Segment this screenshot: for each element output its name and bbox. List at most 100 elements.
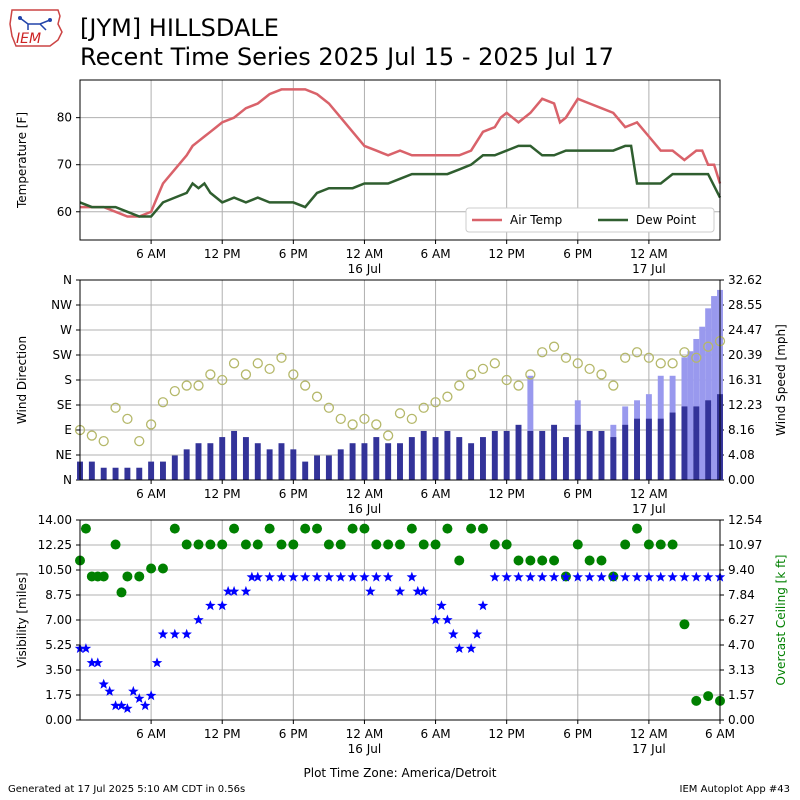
- plot-frame: [79, 279, 721, 481]
- visibility-point: [128, 685, 139, 696]
- station-title: [JYM] HILLSDALE: [80, 14, 279, 42]
- visibility-point: [347, 571, 358, 582]
- ceiling-point: [655, 539, 666, 550]
- x-tick-label: 12 PM: [204, 727, 241, 741]
- vis-panel: 0.00 1.75 3.50 5.25 7.00 8.75 10.50 12.25 14.00 0…: [15, 513, 788, 756]
- x-tick-label: 12 AM: [346, 727, 384, 741]
- ceiling-point: [537, 555, 548, 566]
- x-tick-label: 6 AM: [421, 247, 451, 261]
- speed-bar: [527, 430, 534, 480]
- ceiling-tick-label: 9.40: [728, 563, 755, 577]
- ceiling-point: [312, 523, 323, 534]
- series-line-dew-point: [79, 144, 722, 218]
- visibility-point: [643, 571, 655, 582]
- visibility-point: [412, 585, 423, 596]
- direction-point: [300, 380, 311, 391]
- visibility-tick-label: 14.00: [38, 513, 72, 527]
- speed-bar: [408, 437, 415, 480]
- visibility-point: [702, 571, 714, 582]
- speed-bar: [657, 418, 664, 480]
- speed-bar: [290, 449, 297, 480]
- visibility-point: [116, 700, 127, 711]
- x-tick-label: 12 PM: [204, 487, 241, 501]
- direction-point: [406, 413, 418, 425]
- ceiling-point: [406, 523, 417, 534]
- speed-bar: [503, 430, 510, 480]
- x-tick-sublabel: 17 Jul: [632, 262, 666, 276]
- ceiling-point: [181, 539, 192, 550]
- direction-point: [442, 391, 453, 402]
- ceiling-point: [383, 539, 394, 550]
- ceiling-point: [359, 523, 370, 534]
- ceiling-tick-label: 6.27: [728, 613, 755, 627]
- visibility-point: [471, 628, 483, 639]
- visibility-point: [145, 690, 157, 701]
- ceiling-point: [229, 523, 240, 534]
- timezone-label: Plot Time Zone: America/Detroit: [304, 766, 497, 780]
- visibility-point: [477, 600, 489, 611]
- ceiling-point: [300, 523, 311, 534]
- visibility-point: [454, 643, 465, 653]
- speed-bar: [160, 461, 166, 480]
- visibility-tick-label: 0.00: [45, 713, 72, 727]
- speed-tick-label: 32.62: [728, 273, 762, 287]
- direction-point: [288, 369, 299, 380]
- visibility-point: [86, 657, 98, 668]
- ceiling-tick-label: 3.13: [728, 663, 755, 677]
- visibility-point: [560, 571, 572, 582]
- ceiling-point: [116, 587, 127, 598]
- direction-point: [193, 380, 204, 391]
- visibility-point: [323, 571, 335, 582]
- x-tick-label: 12 PM: [204, 247, 241, 261]
- ceiling-point: [323, 539, 334, 550]
- visibility-tick-label: 1.75: [45, 688, 72, 702]
- visibility-point: [193, 614, 204, 625]
- speed-tick-label: 28.55: [728, 298, 762, 312]
- speed-bar: [420, 430, 427, 480]
- direction-point: [608, 380, 619, 391]
- direction-point: [489, 358, 500, 369]
- speed-bar: [681, 406, 688, 480]
- y-tick-label: 60: [57, 205, 72, 219]
- visibility-point: [525, 571, 536, 582]
- visibility-point: [181, 628, 192, 639]
- ceiling-point: [252, 539, 263, 550]
- speed-bar: [124, 467, 131, 480]
- x-tick-label: 6 AM: [136, 727, 166, 741]
- visibility-point: [394, 585, 406, 596]
- direction-point: [98, 435, 109, 447]
- direction-point: [264, 363, 275, 375]
- direction-point: [584, 363, 595, 375]
- direction-point: [477, 363, 489, 375]
- visibility-point: [98, 678, 109, 689]
- visibility-point: [436, 600, 447, 611]
- visibility-point: [122, 703, 133, 713]
- ceiling-tick-label: 10.97: [728, 538, 762, 552]
- direction-point: [454, 380, 465, 391]
- speed-bar: [562, 437, 569, 480]
- ceiling-point: [679, 619, 690, 630]
- direction-point: [217, 374, 228, 386]
- speed-bar: [373, 437, 380, 480]
- direction-tick-label: N: [63, 473, 72, 487]
- x-tick-label: 12 AM: [346, 487, 384, 501]
- speed-bar: [337, 449, 344, 480]
- ceiling-point: [157, 563, 168, 574]
- x-tick-label: 12 AM: [630, 487, 668, 501]
- ceiling-point: [205, 539, 216, 550]
- speed-bar: [136, 467, 143, 480]
- visibility-point: [537, 571, 548, 582]
- direction-point: [181, 380, 192, 391]
- visibility-point: [489, 571, 500, 582]
- ceiling-point: [489, 539, 500, 550]
- visibility-point: [110, 700, 121, 711]
- ceiling-point: [584, 555, 595, 566]
- speed-bar: [183, 449, 190, 480]
- visibility-point: [140, 700, 151, 711]
- x-tick-sublabel: 16 Jul: [348, 502, 382, 516]
- visibility-point: [418, 585, 429, 596]
- speed-bar: [88, 461, 95, 480]
- visibility-point: [371, 571, 382, 582]
- direction-tick-label: W: [60, 323, 72, 337]
